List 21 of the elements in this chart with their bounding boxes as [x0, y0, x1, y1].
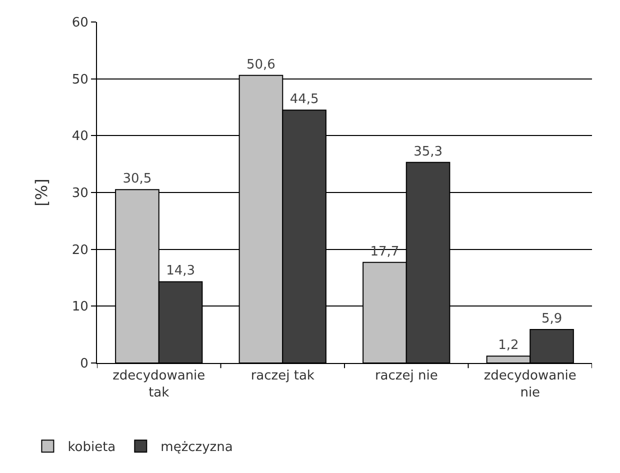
y-axis-title: [%] [32, 178, 51, 206]
data-label: 1,2 [498, 338, 519, 354]
data-label: 14,3 [166, 264, 196, 279]
data-label: 30,5 [122, 172, 152, 187]
y-tick-label: 60 [72, 16, 88, 31]
legend-label: mężczyzna [160, 440, 233, 456]
y-tick-label: 20 [72, 242, 88, 258]
legend-label: kobieta [68, 440, 116, 456]
y-tick-label: 30 [72, 186, 88, 202]
y-tick-label: 40 [72, 129, 88, 144]
y-tick-label: 10 [72, 300, 88, 315]
data-label: 35,3 [414, 144, 443, 160]
data-label: 50,6 [246, 57, 276, 72]
x-tick-label: zdecydowanie tak [112, 368, 206, 400]
data-label: 5,9 [541, 311, 562, 326]
x-tick-label: zdecydowanie nie [484, 368, 576, 400]
x-tick-label: raczej nie [374, 368, 438, 384]
data-label: 44,5 [290, 92, 319, 108]
y-tick-label: 0 [80, 356, 88, 372]
x-tick-label: raczej tak [250, 368, 315, 384]
y-tick-label: 50 [72, 72, 88, 88]
